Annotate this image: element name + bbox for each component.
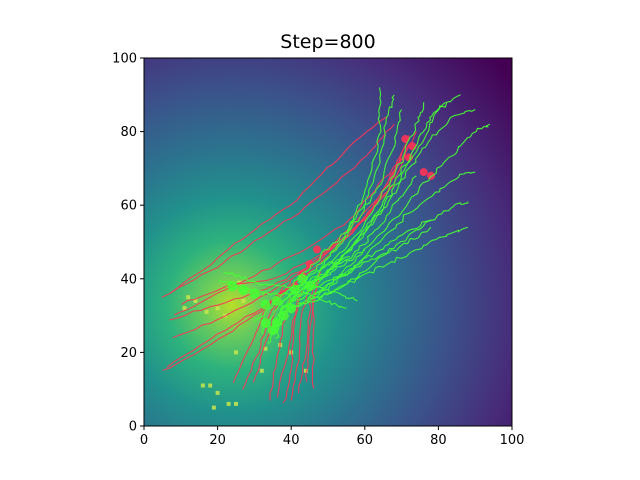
red-cluster (313, 245, 321, 254)
plot-area (144, 58, 512, 426)
resource-point (215, 390, 220, 395)
green-trail (313, 219, 432, 295)
plot-frame (143, 57, 513, 427)
red-trail (170, 116, 388, 294)
resource-point (211, 405, 216, 410)
green-cluster (271, 295, 282, 306)
green-cluster (260, 318, 271, 328)
green-cluster (271, 318, 282, 328)
green-trail (270, 109, 403, 332)
x-axis: 0 20 40 60 80 100 (140, 426, 525, 448)
resource-point (200, 383, 205, 388)
red-trail (161, 123, 395, 298)
chart-title: Step=800 (280, 31, 375, 53)
green-trail (218, 279, 347, 309)
x-tick-label: 80 (430, 433, 447, 448)
red-trail (282, 289, 303, 404)
green-cluster (260, 299, 271, 310)
green-cluster (304, 281, 315, 292)
red-cluster (427, 171, 435, 180)
green-trail (289, 226, 432, 300)
red-cluster (401, 135, 410, 143)
green-cluster (289, 284, 300, 295)
green-trail (254, 94, 395, 322)
resource-point (208, 383, 213, 388)
resource-point (182, 306, 187, 311)
red-trail (276, 286, 300, 398)
red-trail (290, 286, 311, 401)
green-cluster (297, 273, 308, 284)
resource-point (215, 306, 220, 311)
resource-point (259, 368, 264, 373)
red-cluster (305, 260, 314, 269)
green-trails (218, 87, 491, 345)
red-trail (181, 135, 410, 305)
green-trail (297, 109, 476, 302)
green-cluster (278, 310, 289, 321)
y-axis: 0 20 40 60 80 100 (112, 52, 144, 435)
green-cluster (227, 281, 238, 292)
y-tick-label: 100 (112, 52, 137, 67)
red-trail (173, 153, 406, 316)
green-trail (305, 175, 417, 287)
green-cluster (238, 284, 249, 295)
resource-point (226, 401, 231, 406)
green-trail (296, 226, 468, 305)
resource-point (234, 350, 238, 355)
resource-point (241, 298, 246, 303)
resource-point (193, 298, 198, 303)
y-tick-label: 60 (120, 199, 137, 214)
green-trail (276, 102, 425, 316)
red-cluster (419, 168, 428, 177)
x-tick-label: 0 (140, 433, 148, 448)
resource-point (186, 295, 191, 300)
resource-point (234, 401, 238, 406)
green-cluster (286, 303, 297, 314)
resource-point (303, 368, 308, 373)
red-trail (297, 282, 314, 394)
heatmap-field (144, 58, 512, 426)
x-tick-label: 40 (283, 433, 300, 448)
x-tick-label: 60 (357, 433, 374, 448)
y-tick-label: 20 (120, 346, 137, 361)
y-tick-label: 40 (120, 272, 137, 287)
x-tick-label: 100 (500, 433, 525, 448)
resource-point (204, 309, 209, 314)
resource-point (263, 346, 268, 351)
green-cluster (249, 288, 260, 299)
x-tick-label: 20 (209, 433, 226, 448)
y-tick-label: 0 (129, 420, 137, 435)
y-tick-label: 80 (120, 125, 137, 140)
